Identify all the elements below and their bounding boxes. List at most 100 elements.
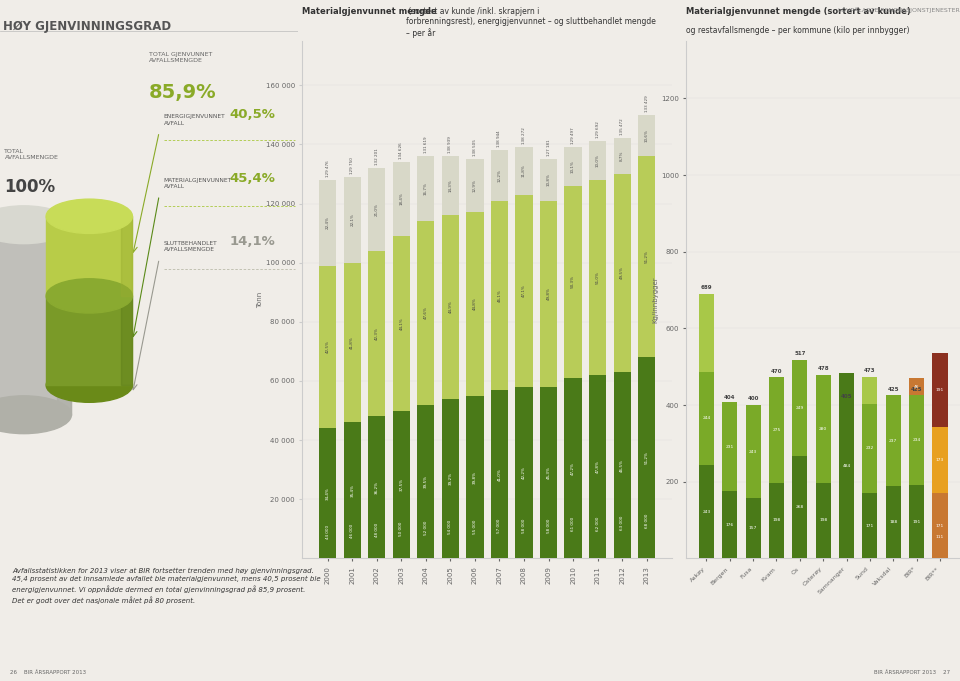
Text: 44,1%: 44,1% (399, 317, 403, 330)
Text: 129 750: 129 750 (350, 157, 354, 174)
Text: 176: 176 (726, 523, 733, 526)
Bar (816, 483, 830, 558)
Text: 51,2%: 51,2% (644, 452, 649, 464)
Text: 21,0%: 21,0% (374, 203, 379, 216)
Text: 51,2%: 51,2% (644, 251, 649, 263)
Text: 41,0%: 41,0% (497, 468, 501, 481)
Bar (932, 353, 948, 426)
Text: 12,9%: 12,9% (473, 179, 477, 192)
Bar (769, 377, 784, 483)
Bar (638, 115, 655, 156)
Text: 243: 243 (703, 510, 710, 514)
Text: 16,7%: 16,7% (424, 183, 428, 195)
Text: 68 000: 68 000 (644, 514, 649, 528)
Text: 47,6%: 47,6% (424, 306, 428, 319)
Text: 127 181: 127 181 (546, 140, 550, 156)
Y-axis label: Tonn: Tonn (256, 291, 263, 308)
Text: 10,8%: 10,8% (546, 174, 550, 187)
Bar (792, 360, 807, 456)
Text: 46 000: 46 000 (350, 524, 354, 538)
Text: 100%: 100% (5, 178, 56, 196)
Text: 10,6%: 10,6% (644, 129, 649, 142)
Ellipse shape (46, 279, 132, 313)
Text: 52 000: 52 000 (424, 521, 428, 535)
Bar (516, 195, 533, 387)
Text: 47,2%: 47,2% (571, 462, 575, 475)
Polygon shape (57, 225, 71, 415)
Bar (344, 263, 361, 422)
Bar (909, 378, 924, 396)
Polygon shape (121, 217, 132, 296)
Bar (564, 186, 582, 378)
Text: 42,5%: 42,5% (325, 340, 330, 353)
Text: 54 000: 54 000 (448, 520, 452, 535)
Text: 10,0%: 10,0% (595, 154, 600, 167)
Text: 470: 470 (771, 369, 782, 375)
Text: 42,3%: 42,3% (374, 327, 379, 340)
Text: ENERGIGJENVUNNET
AVFALL: ENERGIGJENVUNNET AVFALL (164, 114, 226, 125)
Text: 47,1%: 47,1% (522, 285, 526, 297)
Text: 138 272: 138 272 (522, 127, 526, 144)
Text: 22,4%: 22,4% (325, 217, 330, 229)
Text: 243: 243 (749, 449, 757, 454)
Polygon shape (121, 296, 132, 385)
Bar (589, 375, 606, 558)
Text: 47,8%: 47,8% (595, 460, 600, 473)
Bar (564, 147, 582, 186)
Text: 55 000: 55 000 (473, 520, 477, 534)
Bar (393, 236, 410, 411)
Bar (886, 486, 900, 558)
Text: 50,3%: 50,3% (571, 275, 575, 288)
Text: Materialgjenvunnet mengde (sortert av kunde): Materialgjenvunnet mengde (sortert av ku… (686, 7, 911, 16)
Bar (319, 266, 336, 428)
Text: 275: 275 (772, 428, 780, 432)
Bar (932, 516, 948, 558)
Text: 129 497: 129 497 (571, 127, 575, 144)
Text: 39,2%: 39,2% (448, 472, 452, 485)
Bar (491, 390, 508, 558)
Text: 42,2%: 42,2% (522, 466, 526, 479)
Text: 689: 689 (701, 285, 712, 290)
Text: 425: 425 (911, 387, 923, 392)
Text: 249: 249 (796, 406, 804, 410)
Bar (816, 375, 830, 483)
Bar (540, 387, 557, 558)
Text: 171: 171 (866, 524, 874, 528)
Text: 61 000: 61 000 (571, 517, 575, 531)
Text: 400: 400 (748, 396, 758, 401)
Text: 41,8%: 41,8% (350, 336, 354, 349)
Bar (638, 358, 655, 558)
Bar (613, 372, 631, 558)
Y-axis label: Kg/innbygger: Kg/innbygger (652, 276, 658, 323)
Text: 85,9%: 85,9% (149, 83, 216, 102)
Text: 129 476: 129 476 (325, 160, 330, 177)
Bar (862, 404, 877, 493)
Text: 405: 405 (841, 394, 852, 399)
Text: 10,1%: 10,1% (571, 160, 575, 173)
Bar (467, 212, 484, 396)
Bar (589, 180, 606, 375)
Bar (369, 417, 385, 558)
Bar (344, 177, 361, 263)
Text: 45,3%: 45,3% (546, 466, 550, 479)
Bar (418, 221, 435, 405)
Text: BIR ÅRSRAPPORT 2013    27: BIR ÅRSRAPPORT 2013 27 (875, 670, 950, 675)
Text: 244: 244 (703, 417, 710, 420)
Bar (699, 465, 714, 558)
Bar (746, 498, 760, 558)
Text: og restavfallsmengde – per kommune (kilo per innbygger): og restavfallsmengde – per kommune (kilo… (686, 26, 910, 35)
Bar (638, 156, 655, 358)
Text: 129 692: 129 692 (595, 122, 600, 138)
Bar (393, 411, 410, 558)
Text: 18,4%: 18,4% (399, 193, 403, 206)
Bar (442, 156, 459, 215)
Bar (746, 405, 760, 498)
Bar (909, 396, 924, 485)
Bar (613, 174, 631, 372)
Text: 46: 46 (914, 385, 920, 389)
Bar (589, 142, 606, 180)
Text: 135 472: 135 472 (620, 118, 624, 136)
Text: TOTAL GJENVUNNET
AVFALLSMENGDE: TOTAL GJENVUNNET AVFALLSMENGDE (149, 52, 212, 63)
Bar (344, 422, 361, 558)
Text: 49,8%: 49,8% (546, 287, 550, 300)
